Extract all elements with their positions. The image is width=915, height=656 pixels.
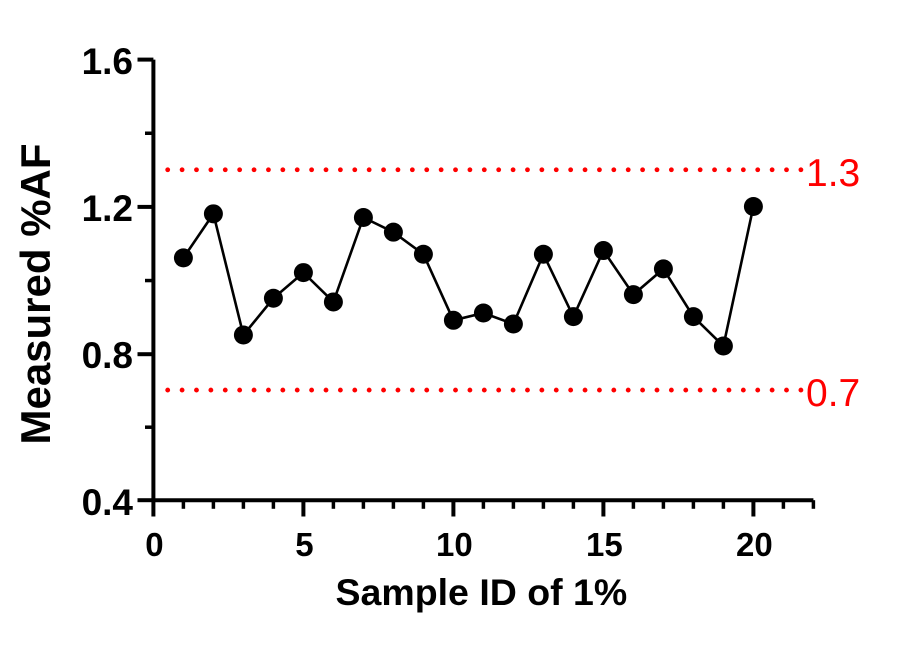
svg-text:5: 5 (295, 526, 313, 563)
svg-text:1.2: 1.2 (82, 188, 133, 229)
svg-text:Measured %AF: Measured %AF (12, 143, 59, 444)
svg-text:15: 15 (586, 526, 623, 563)
svg-text:0.7: 0.7 (806, 372, 860, 415)
svg-text:1.3: 1.3 (806, 152, 860, 195)
svg-text:0.4: 0.4 (82, 482, 134, 523)
svg-text:20: 20 (736, 526, 773, 563)
svg-text:1.6: 1.6 (82, 41, 133, 82)
svg-text:0: 0 (145, 526, 163, 563)
svg-text:10: 10 (436, 526, 473, 563)
svg-text:Sample ID of 1%: Sample ID of 1% (336, 571, 628, 613)
svg-text:0.8: 0.8 (82, 335, 133, 376)
